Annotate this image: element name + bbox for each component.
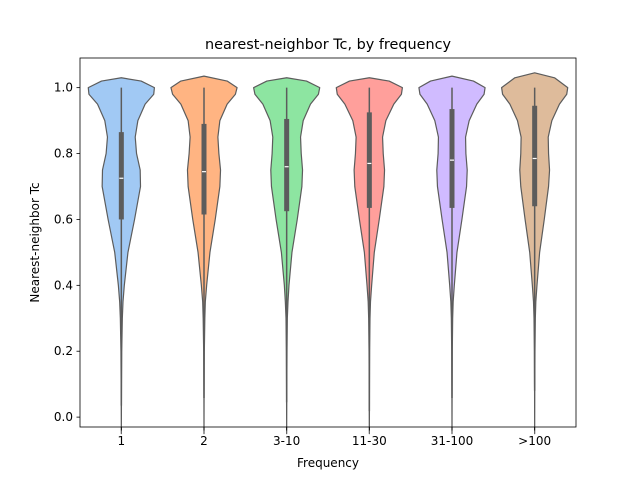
y-tick-label: 0.6: [54, 212, 73, 226]
violin-iqr-box: [118, 132, 124, 220]
chart-title: nearest-neighbor Tc, by frequency: [205, 37, 452, 53]
x-tick-label: 3-10: [273, 434, 300, 448]
y-tick-label: 0.2: [54, 344, 73, 358]
plot-frame: [79, 57, 577, 428]
y-tick-label: 0.0: [54, 410, 73, 424]
violin-iqr-box: [201, 123, 207, 215]
violin-iqr-box: [449, 109, 455, 208]
y-axis-label: Nearest-neighbor Tc: [28, 182, 42, 302]
x-tick-label: 31-100: [431, 434, 474, 448]
x-tick-label: 11-30: [352, 434, 387, 448]
x-tick-label: 2: [200, 434, 208, 448]
x-tick-label: >100: [518, 434, 551, 448]
x-tick-label: 1: [118, 434, 126, 448]
y-tick-label: 0.4: [54, 278, 73, 292]
y-axis: 0.0 0.2 0.4 0.6 0.8 1.0: [54, 81, 80, 424]
violin-iqr-box: [532, 105, 538, 207]
x-axis-label: Frequency: [297, 456, 359, 470]
violin-iqr-box: [284, 118, 290, 212]
y-tick-label: 1.0: [54, 81, 73, 95]
y-tick-label: 0.8: [54, 147, 73, 161]
x-axis: 1 2 3-10 11-30 31-100 >100: [118, 427, 551, 448]
violin-iqr-box: [366, 112, 372, 208]
plot-area: [87, 72, 569, 435]
